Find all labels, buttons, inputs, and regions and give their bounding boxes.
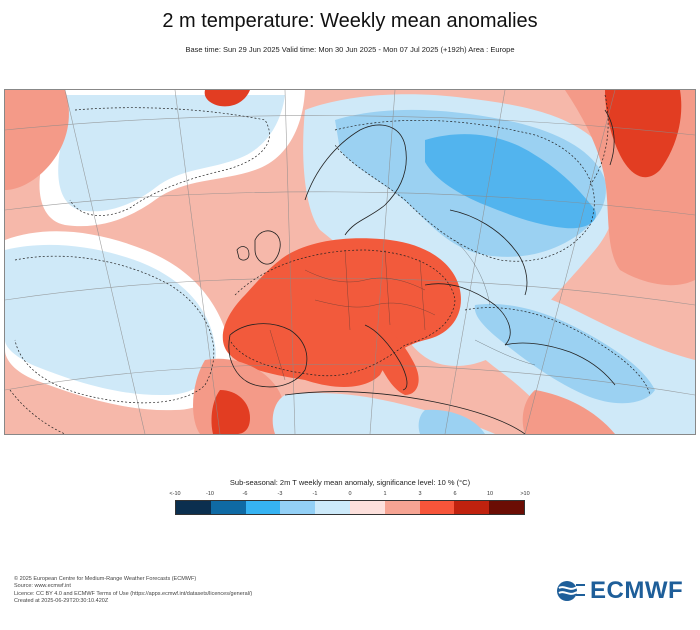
legend-swatch	[454, 501, 490, 514]
chart-subtitle: Base time: Sun 29 Jun 2025 Valid time: M…	[185, 45, 515, 54]
greenland-warm	[5, 90, 69, 190]
chart-title: 2 m temperature: Weekly mean anomalies	[162, 10, 538, 32]
legend-swatch	[489, 501, 524, 514]
footer-source: Source: www.ecmwf.int	[14, 583, 71, 590]
significance-contours	[9, 94, 651, 434]
legend-swatch	[280, 501, 316, 514]
legend-tick: 0	[348, 491, 352, 497]
legend-tick: -3	[277, 491, 283, 497]
footer-licence: Licence: CC BY 4.0 and ECMWF Terms of Us…	[14, 590, 253, 597]
legend-ticks: <-10 -10 -6 -3 -1 0 1 3 6 10 >10	[169, 491, 529, 501]
legend-tick: -1	[312, 491, 318, 497]
footer-copyright: © 2025 European Centre for Medium-Range …	[14, 576, 197, 582]
north-atlantic-cool-core	[58, 95, 286, 212]
atlantic-cool-core	[5, 244, 216, 396]
legend-swatch	[349, 501, 385, 514]
russia-cool-strong	[425, 134, 596, 229]
legend-tick: 6	[453, 491, 457, 497]
ecmwf-logo-icon	[557, 581, 586, 601]
ecmwf-logo: ECMWF	[556, 577, 684, 604]
middle-east-warm	[522, 390, 615, 434]
footer-created: Created at 2025-06-29T20:30:10.420Z	[14, 598, 109, 605]
legend-swatch	[419, 501, 455, 514]
legend-tick: -6	[242, 491, 248, 497]
legend-tick: 3	[418, 491, 422, 497]
graticule	[5, 90, 695, 434]
legend-swatch	[245, 501, 281, 514]
legend-swatch	[315, 501, 350, 514]
iberia-hot	[211, 390, 250, 434]
footer-credits: © 2025 European Centre for Medium-Range …	[14, 576, 252, 606]
legend-tick: <-10	[169, 491, 181, 497]
legend-tick: 1	[383, 491, 387, 497]
africa-cool-mid	[418, 409, 485, 434]
legend-swatch	[210, 501, 246, 514]
country-borders	[269, 239, 536, 381]
legend-tick: 10	[486, 491, 494, 497]
map-canvas	[5, 90, 695, 434]
legend-swatch	[176, 501, 211, 514]
legend-swatch	[384, 501, 420, 514]
urals-hot	[605, 90, 682, 178]
legend-tick: >10	[520, 491, 530, 497]
legend-color-bar	[175, 500, 525, 515]
coastlines	[228, 109, 616, 434]
iceland-warm	[204, 90, 250, 107]
ecmwf-logo-text: ECMWF	[590, 577, 684, 604]
legend-title: Sub-seasonal: 2m T weekly mean anomaly, …	[229, 478, 471, 487]
legend-tick: -10	[206, 491, 214, 497]
anomaly-map	[4, 89, 696, 435]
